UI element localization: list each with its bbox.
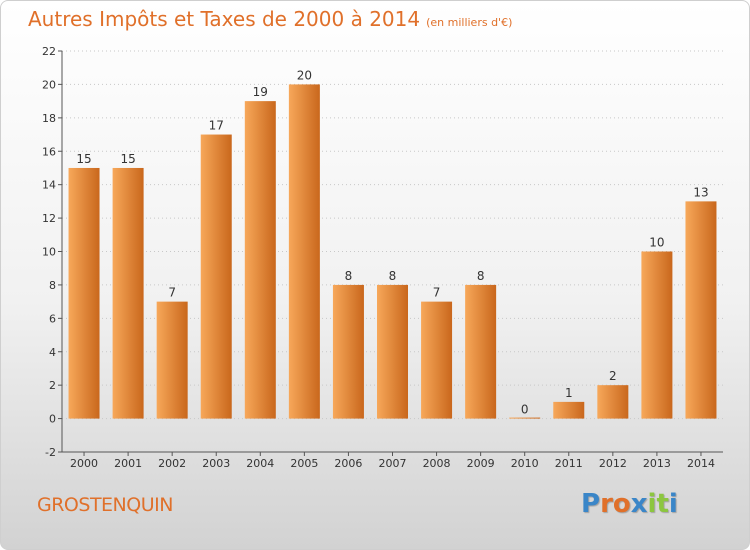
data-label-2002: 7 [168, 286, 176, 300]
y-tick-label: 6 [49, 312, 56, 325]
data-label-2001: 15 [120, 152, 135, 166]
data-label-2005: 20 [297, 68, 312, 82]
x-tick-label: 2011 [555, 457, 583, 470]
y-tick-label: 2 [49, 379, 56, 392]
bar-2013 [641, 251, 673, 419]
x-tick-label: 2007 [379, 457, 407, 470]
bar-2011 [553, 401, 585, 419]
y-tick-label: 16 [42, 145, 56, 158]
x-tick-label: 2009 [467, 457, 495, 470]
y-tick-label: 8 [49, 279, 56, 292]
x-tick-label: 2010 [511, 457, 539, 470]
bar-2010 [509, 417, 541, 419]
x-tick-label: 2008 [423, 457, 451, 470]
y-axis-ticks: -2 0 2 4 6 8 10 12 14 16 18 20 22 [42, 45, 62, 459]
y-tick-label: -2 [45, 446, 56, 459]
data-label-2013: 10 [649, 236, 664, 250]
x-tick-label: 2004 [246, 457, 274, 470]
bars [68, 84, 717, 419]
proxiti-logo: Proxiti [581, 489, 678, 519]
y-tick-label: 4 [49, 346, 56, 359]
x-tick-label: 2000 [70, 457, 98, 470]
logo-letter: i [647, 489, 657, 519]
data-label-2010: 0 [521, 403, 529, 417]
x-tick-label: 2012 [599, 457, 627, 470]
bar-2012 [597, 385, 629, 419]
y-tick-label: 18 [42, 112, 56, 125]
y-tick-label: 10 [42, 246, 56, 259]
logo-letter: o [612, 489, 631, 519]
x-tick-label: 2003 [202, 457, 230, 470]
bar-2014 [685, 201, 717, 419]
y-tick-label: 14 [42, 179, 56, 192]
x-tick-label: 2006 [334, 457, 362, 470]
bar-2009 [465, 284, 497, 419]
title-main: Autres Impôts et Taxes de 2000 à 2014 [28, 7, 421, 31]
data-label-2000: 15 [76, 152, 91, 166]
x-tick-label: 2013 [643, 457, 671, 470]
data-labels: 15 15 7 17 19 20 8 8 7 8 0 1 2 10 13 [76, 68, 708, 416]
data-label-2006: 8 [345, 269, 353, 283]
logo-letter: i [668, 489, 678, 519]
bar-2006 [332, 284, 364, 419]
y-tick-label: 0 [49, 413, 56, 426]
bar-2005 [288, 84, 320, 419]
logo-letter: P [581, 489, 601, 519]
y-tick-label: 22 [42, 45, 56, 58]
data-label-2003: 17 [209, 119, 224, 133]
x-tick-label: 2002 [158, 457, 186, 470]
bar-2001 [112, 167, 144, 419]
logo-letter: r [600, 489, 613, 519]
bar-2008 [421, 301, 453, 419]
data-label-2004: 19 [253, 85, 268, 99]
x-axis-ticks: 2000 2001 2002 2003 2004 2005 2006 2007 2008 2009… [70, 452, 715, 470]
data-label-2007: 8 [389, 269, 397, 283]
data-label-2011: 1 [565, 386, 573, 400]
data-label-2012: 2 [609, 369, 617, 383]
x-tick-label: 2005 [290, 457, 318, 470]
bar-2007 [377, 284, 408, 419]
data-label-2008: 7 [433, 286, 441, 300]
bar-2003 [200, 134, 232, 419]
data-label-2009: 8 [477, 269, 485, 283]
commune-name: GROSTENQUIN [37, 494, 173, 516]
data-label-2014: 13 [693, 185, 708, 199]
logo-letter: x [630, 489, 648, 519]
bar-2002 [156, 301, 188, 419]
x-tick-label: 2014 [687, 457, 715, 470]
logo-letter: t [656, 489, 669, 519]
y-tick-label: 12 [42, 212, 56, 225]
chart-title: Autres Impôts et Taxes de 2000 à 2014 (en… [28, 7, 512, 31]
x-tick-label: 2001 [114, 457, 142, 470]
title-unit: (en milliers d'€) [426, 16, 513, 29]
bar-2004 [244, 101, 276, 419]
bar-2000 [68, 167, 100, 419]
y-tick-label: 20 [42, 78, 56, 91]
